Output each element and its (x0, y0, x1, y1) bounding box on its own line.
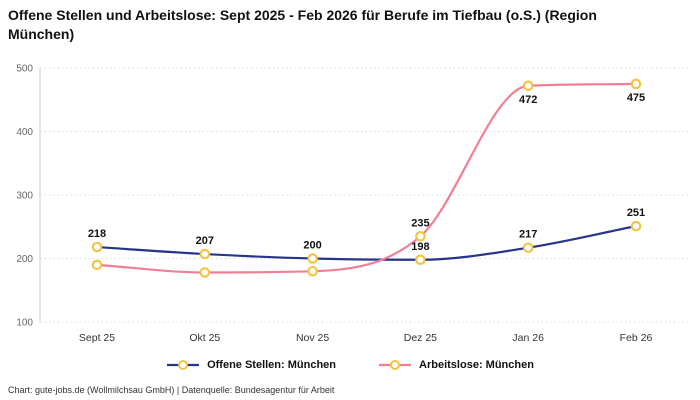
legend-item[interactable]: Offene Stellen: München (166, 358, 336, 372)
svg-text:Nov 25: Nov 25 (296, 332, 329, 344)
svg-text:400: 400 (16, 127, 33, 138)
chart-title: Offene Stellen und Arbeitslose: Sept 202… (8, 7, 597, 42)
legend-item-label: Arbeitslose: München (419, 359, 534, 371)
legend: Offene Stellen: München Arbeitslose: Münc… (0, 358, 700, 372)
svg-text:Okt 25: Okt 25 (189, 332, 220, 344)
svg-text:475: 475 (627, 92, 645, 104)
svg-text:Jan 26: Jan 26 (512, 332, 544, 344)
legend-item[interactable]: Arbeitslose: München (378, 358, 534, 372)
svg-text:217: 217 (519, 229, 537, 241)
svg-text:200: 200 (16, 254, 33, 265)
svg-text:207: 207 (196, 235, 214, 247)
svg-text:198: 198 (411, 241, 429, 253)
attribution: Chart: gute-jobs.de (Wollmilchsau GmbH) … (8, 385, 335, 395)
svg-text:300: 300 (16, 191, 33, 202)
svg-text:218: 218 (88, 228, 106, 240)
legend-item-label: Offene Stellen: München (207, 359, 337, 371)
legend-marker-icon (167, 360, 200, 370)
line-chart: 100 200 300 400 500 Sept 25 Okt 25 Nov 25 Dez 25… (16, 64, 688, 344)
svg-text:472: 472 (519, 94, 537, 106)
svg-text:500: 500 (16, 64, 33, 75)
svg-text:Feb 26: Feb 26 (620, 332, 653, 344)
svg-text:235: 235 (411, 217, 429, 229)
svg-text:Sept 25: Sept 25 (79, 332, 115, 344)
svg-text:100: 100 (16, 318, 33, 329)
svg-text:Dez 25: Dez 25 (404, 332, 437, 344)
svg-text:251: 251 (627, 207, 645, 219)
legend-marker-icon (379, 360, 412, 370)
svg-text:200: 200 (303, 240, 321, 252)
